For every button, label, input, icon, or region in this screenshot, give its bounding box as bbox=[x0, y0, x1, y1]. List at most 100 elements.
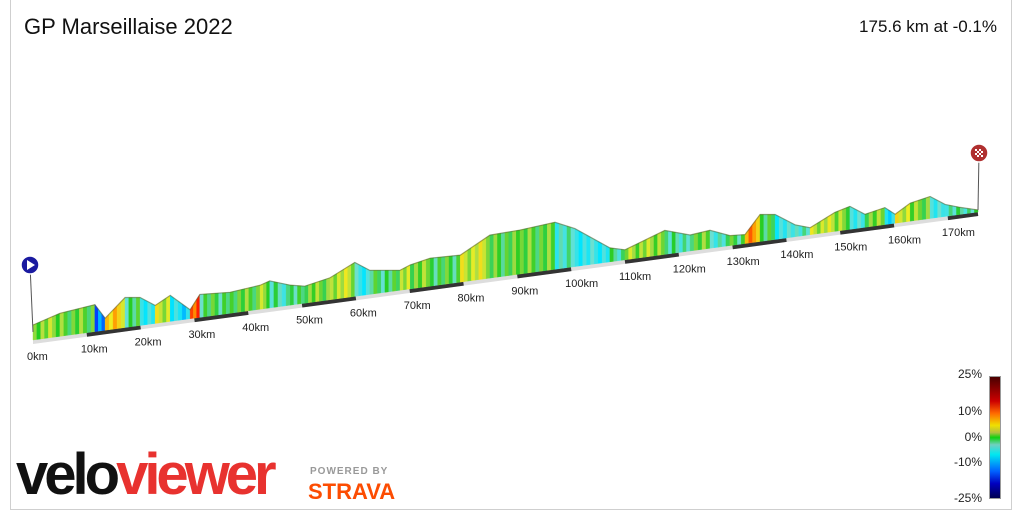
strava-logo[interactable]: STRAVA bbox=[308, 479, 396, 504]
profile-segment bbox=[550, 222, 556, 271]
profile-segment bbox=[120, 297, 126, 329]
page-title: GP Marseillaise 2022 bbox=[24, 14, 233, 39]
profile-segment bbox=[621, 249, 626, 261]
profile-segment bbox=[263, 282, 267, 310]
profile-segment bbox=[233, 290, 238, 314]
profile-segment bbox=[151, 303, 156, 325]
profile-segment bbox=[733, 234, 738, 246]
profile-segment bbox=[594, 238, 599, 265]
profile-segment bbox=[128, 297, 133, 328]
profile-segment bbox=[539, 224, 544, 272]
profile-segment bbox=[668, 230, 673, 255]
profile-segment bbox=[441, 256, 446, 285]
profile-segment bbox=[399, 268, 404, 291]
profile-segment bbox=[311, 282, 316, 303]
profile-segment bbox=[880, 207, 886, 226]
profile-segment bbox=[136, 297, 141, 327]
profile-segment bbox=[244, 287, 250, 312]
profile-segment bbox=[786, 220, 792, 239]
profile-segment bbox=[531, 226, 536, 273]
profile-segment bbox=[872, 210, 878, 227]
profile-segment bbox=[36, 321, 41, 340]
profile-segment bbox=[210, 293, 216, 317]
checkered-flag-icon bbox=[981, 155, 983, 157]
profile-segment bbox=[917, 198, 923, 221]
profile-segment bbox=[717, 232, 723, 248]
profile-segment bbox=[523, 228, 529, 274]
profile-segment bbox=[351, 262, 356, 298]
profile-segment bbox=[489, 234, 494, 279]
profile-segment bbox=[586, 234, 591, 266]
profile-segment bbox=[124, 297, 129, 328]
profile-segment bbox=[562, 224, 568, 269]
profile-segment bbox=[460, 252, 465, 283]
checkered-flag-icon bbox=[977, 151, 979, 153]
profile-segment bbox=[143, 299, 148, 326]
profile-segment bbox=[362, 266, 367, 296]
profile-segment bbox=[421, 259, 427, 288]
profile-segment bbox=[259, 283, 264, 310]
profile-segment bbox=[952, 205, 957, 216]
profile-segment bbox=[266, 280, 270, 309]
profile-segment bbox=[67, 310, 72, 336]
profile-segment bbox=[166, 295, 171, 323]
x-tick-label: 170km bbox=[942, 227, 975, 239]
profile-segment bbox=[322, 278, 327, 301]
profile-segment bbox=[478, 239, 483, 280]
profile-segment bbox=[308, 283, 313, 303]
profile-segment bbox=[248, 286, 253, 311]
profile-segment bbox=[948, 204, 953, 217]
distance-band bbox=[301, 296, 357, 308]
logo-viewer: viewer bbox=[116, 442, 277, 507]
profile-segment bbox=[782, 218, 788, 239]
logo-velo: velo bbox=[16, 442, 120, 507]
chart-frame bbox=[10, 0, 1012, 510]
profile-segment bbox=[660, 230, 665, 256]
profile-segment bbox=[269, 280, 275, 309]
profile-segment bbox=[392, 270, 397, 292]
veloviewer-logo[interactable]: veloviewer bbox=[16, 446, 277, 504]
profile-segment bbox=[929, 196, 935, 219]
profile-segment bbox=[463, 249, 468, 282]
profile-segment bbox=[44, 318, 49, 339]
profile-segment bbox=[329, 275, 334, 300]
profile-segment bbox=[147, 301, 152, 325]
profile-segment bbox=[218, 292, 223, 316]
profile-segment bbox=[639, 240, 644, 259]
profile-segment bbox=[547, 222, 552, 271]
profile-segment bbox=[75, 308, 80, 335]
profile-segment bbox=[86, 305, 92, 333]
powered-by-label: POWERED BY bbox=[310, 466, 389, 477]
profile-segment bbox=[617, 248, 622, 262]
profile-segment bbox=[380, 270, 386, 294]
x-tick-label: 70km bbox=[404, 300, 431, 312]
checkered-flag-icon bbox=[975, 153, 977, 155]
x-tick-label: 130km bbox=[727, 256, 760, 268]
profile-segment bbox=[214, 292, 219, 316]
profile-segment bbox=[713, 231, 719, 248]
profile-segment bbox=[40, 319, 45, 340]
profile-segment bbox=[868, 211, 874, 227]
distance-band bbox=[86, 325, 141, 337]
profile-segment bbox=[429, 257, 435, 287]
profile-segment bbox=[554, 222, 560, 270]
profile-segment bbox=[653, 233, 658, 257]
profile-segment bbox=[558, 223, 564, 269]
x-tick-label: 90km bbox=[511, 285, 538, 297]
x-tick-label: 140km bbox=[780, 249, 813, 261]
route-summary: 175.6 km at -0.1% bbox=[859, 17, 997, 36]
profile-segment bbox=[582, 232, 587, 266]
profile-segment bbox=[222, 292, 227, 315]
profile-segment bbox=[771, 214, 776, 241]
distance-band bbox=[517, 267, 572, 279]
profile-segment bbox=[635, 242, 640, 259]
profile-segment bbox=[834, 210, 839, 232]
profile-segment bbox=[373, 270, 378, 295]
profile-segment bbox=[344, 266, 348, 299]
profile-segment bbox=[741, 234, 746, 245]
profile-segment bbox=[55, 313, 61, 338]
profile-segment bbox=[174, 297, 179, 322]
profile-segment bbox=[657, 231, 662, 256]
profile-segment bbox=[290, 284, 295, 306]
